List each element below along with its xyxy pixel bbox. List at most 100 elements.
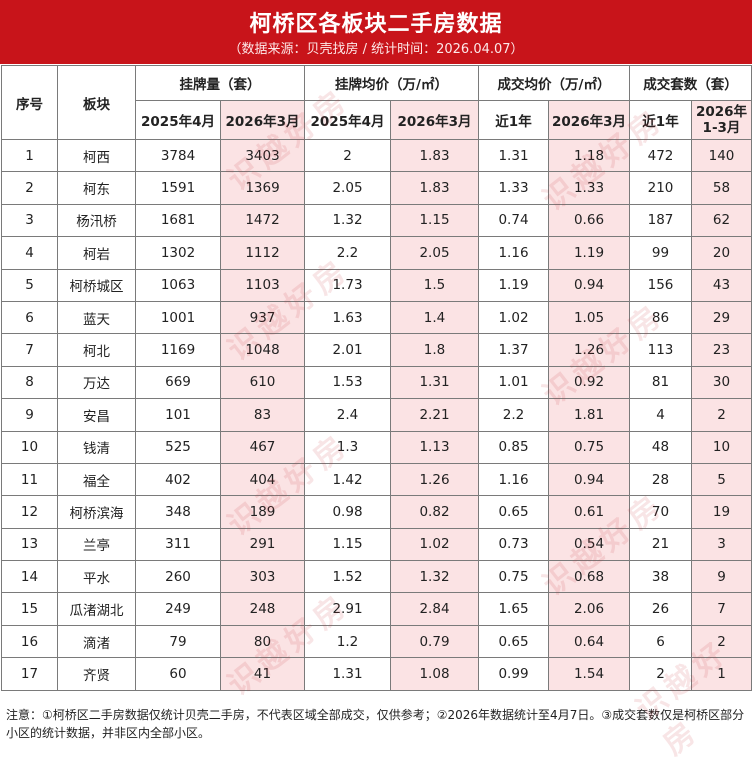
subheader: 2025年4月 (304, 100, 391, 140)
table-cell: 99 (629, 236, 692, 270)
table-cell: 1.15 (304, 527, 391, 562)
table-cell: 2.84 (390, 592, 479, 626)
table-cell: 83 (220, 398, 305, 432)
table-row: 16 滴渚 79 80 1.2 0.79 0.65 0.64 6 2 (1, 624, 752, 659)
table-cell: 0.64 (548, 624, 630, 659)
table-cell: 5 (691, 462, 752, 497)
table-cell: 404 (220, 462, 305, 497)
table-cell: 2 (304, 138, 391, 173)
table-row: 1 柯西 3784 3403 2 1.83 1.31 1.18 472 140 (1, 138, 752, 173)
table-cell: 8 (1, 365, 58, 400)
table-cell: 4 (1, 236, 58, 270)
table-cell: 1.18 (548, 138, 630, 173)
table-cell: 1.2 (304, 624, 391, 659)
table-cell: 1.3 (304, 430, 391, 464)
table-cell: 43 (691, 268, 752, 302)
table-cell: 2 (691, 398, 752, 432)
table-cell: 2.2 (478, 398, 549, 432)
table-cell: 248 (220, 592, 305, 626)
table-cell: 1.16 (478, 236, 549, 270)
table-cell: 101 (135, 398, 221, 432)
table-cell: 1.08 (390, 657, 479, 691)
table-cell: 10 (691, 430, 752, 464)
table-row: 9 安昌 101 83 2.4 2.21 2.2 1.81 4 2 (1, 398, 752, 432)
table-cell: 23 (691, 333, 752, 367)
table-cell: 1.4 (390, 300, 479, 335)
table-cell: 1.83 (390, 171, 479, 205)
table-cell: 9 (1, 398, 58, 432)
table-cell: 472 (629, 138, 692, 173)
table-cell: 3 (1, 203, 58, 238)
table-cell: 柯桥滨海 (57, 495, 136, 529)
table-cell: 1.31 (304, 657, 391, 691)
table-cell: 140 (691, 138, 752, 173)
table-cell: 齐贤 (57, 657, 136, 691)
table-cell: 15 (1, 592, 58, 626)
header-deal-count: 成交套数（套） (629, 65, 752, 101)
table-cell: 1.13 (390, 430, 479, 464)
table-cell: 0.61 (548, 495, 630, 529)
table-cell: 1.01 (478, 365, 549, 400)
table-row: 14 平水 260 303 1.52 1.32 0.75 0.68 38 9 (1, 560, 752, 594)
table-cell: 58 (691, 171, 752, 205)
table-cell: 1.65 (478, 592, 549, 626)
table-cell: 1.81 (548, 398, 630, 432)
table-cell: 兰亭 (57, 527, 136, 562)
subheader: 2026年 1-3月 (691, 100, 752, 140)
subheader: 近1年 (478, 100, 549, 140)
table-cell: 1.31 (390, 365, 479, 400)
table-cell: 3784 (135, 138, 221, 173)
table-cell: 0.74 (478, 203, 549, 238)
page-subtitle: （数据来源：贝壳找房 / 统计时间：2026.04.07） (228, 42, 524, 57)
table-cell: 41 (220, 657, 305, 691)
table-cell: 柯北 (57, 333, 136, 367)
table-cell: 28 (629, 462, 692, 497)
table-cell: 5 (1, 268, 58, 302)
table-cell: 1.19 (548, 236, 630, 270)
table-cell: 11 (1, 462, 58, 497)
table-cell: 291 (220, 527, 305, 562)
footnote: 注意：①柯桥区二手房数据仅统计贝壳二手房，不代表区域全部成交，仅供参考；②202… (6, 708, 745, 740)
table-cell: 1.63 (304, 300, 391, 335)
table-cell: 1 (691, 657, 752, 691)
table-cell: 2 (629, 657, 692, 691)
table-cell: 1.83 (390, 138, 479, 173)
table-cell: 62 (691, 203, 752, 238)
table-cell: 蓝天 (57, 300, 136, 335)
table-cell: 402 (135, 462, 221, 497)
table-cell: 1681 (135, 203, 221, 238)
table-cell: 1103 (220, 268, 305, 302)
table-cell: 1472 (220, 203, 305, 238)
table-cell: 7 (691, 592, 752, 626)
table-row: 10 钱清 525 467 1.3 1.13 0.85 0.75 48 10 (1, 430, 752, 464)
table-cell: 2.05 (390, 236, 479, 270)
table-cell: 3 (691, 527, 752, 562)
table-cell: 1001 (135, 300, 221, 335)
table-row: 4 柯岩 1302 1112 2.2 2.05 1.16 1.19 99 20 (1, 236, 752, 270)
table-cell: 17 (1, 657, 58, 691)
table-cell: 0.79 (390, 624, 479, 659)
table-row: 8 万达 669 610 1.53 1.31 1.01 0.92 81 30 (1, 365, 752, 400)
table-cell: 12 (1, 495, 58, 529)
table-cell: 0.68 (548, 560, 630, 594)
subheader: 2026年3月 (220, 100, 305, 140)
table-cell: 1.52 (304, 560, 391, 594)
table-cell: 1.02 (390, 527, 479, 562)
table-cell: 20 (691, 236, 752, 270)
table-cell: 0.98 (304, 495, 391, 529)
table-cell: 2 (1, 171, 58, 205)
table-row: 6 蓝天 1001 937 1.63 1.4 1.02 1.05 86 29 (1, 300, 752, 335)
table-cell: 14 (1, 560, 58, 594)
table-cell: 0.94 (548, 268, 630, 302)
table-cell: 189 (220, 495, 305, 529)
table-cell: 1.8 (390, 333, 479, 367)
table-cell: 2.06 (548, 592, 630, 626)
table-cell: 1048 (220, 333, 305, 367)
table-cell: 80 (220, 624, 305, 659)
table-cell: 0.75 (548, 430, 630, 464)
table-cell: 1.42 (304, 462, 391, 497)
table-cell: 1.32 (390, 560, 479, 594)
table-cell: 0.73 (478, 527, 549, 562)
table-row: 7 柯北 1169 1048 2.01 1.8 1.37 1.26 113 23 (1, 333, 752, 367)
table-cell: 0.54 (548, 527, 630, 562)
